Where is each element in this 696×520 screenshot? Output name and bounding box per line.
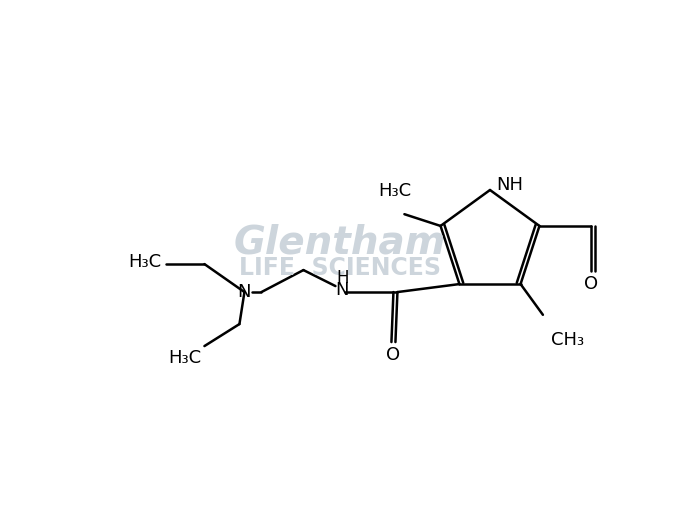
Text: H₃C: H₃C	[168, 349, 201, 367]
Text: Glentham: Glentham	[234, 223, 446, 261]
Text: CH₃: CH₃	[551, 331, 584, 349]
Text: O: O	[386, 346, 400, 364]
Text: H: H	[336, 269, 349, 287]
Text: N: N	[335, 281, 349, 299]
Text: O: O	[585, 275, 599, 293]
Text: H₃C: H₃C	[378, 182, 411, 200]
Text: LIFE  SCIENCES: LIFE SCIENCES	[239, 256, 441, 280]
Text: H₃C: H₃C	[128, 253, 161, 271]
Text: N: N	[238, 283, 251, 301]
Text: NH: NH	[496, 176, 523, 194]
